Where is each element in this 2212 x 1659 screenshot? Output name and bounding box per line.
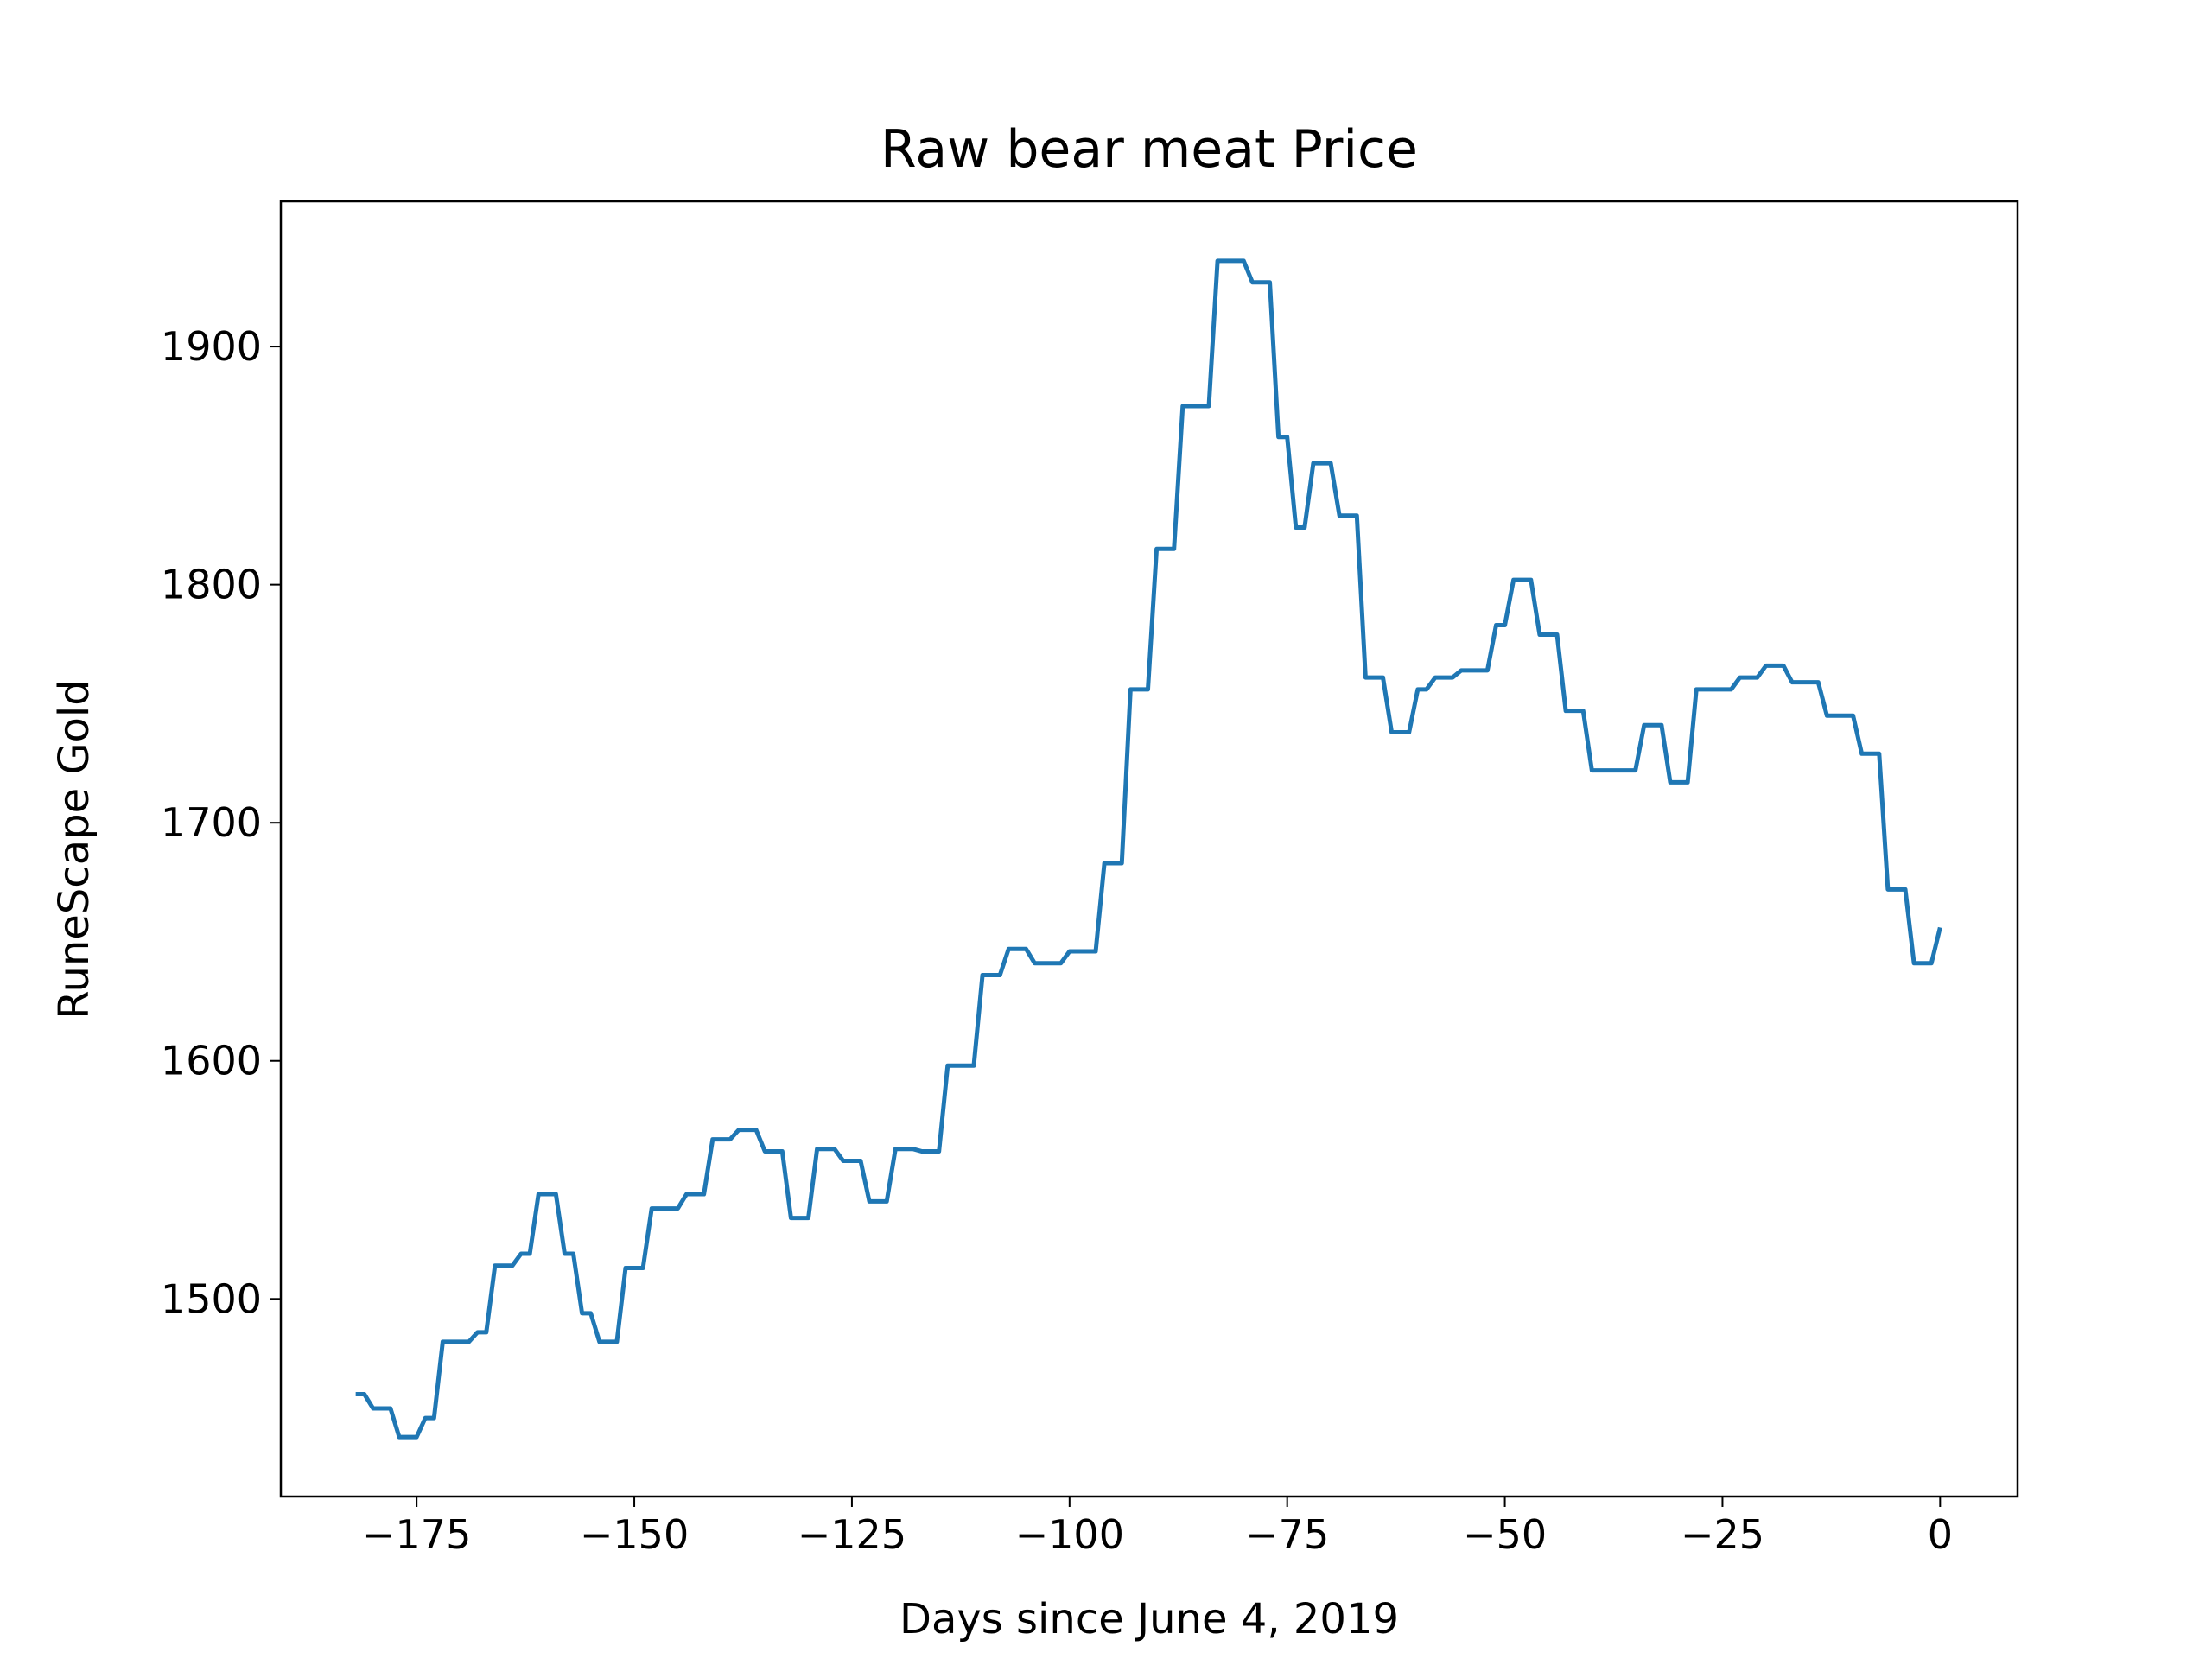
y-tick-label: 1500 — [161, 1275, 262, 1322]
line — [355, 258, 1942, 1440]
chart-title: Raw bear meat Price — [880, 119, 1418, 180]
x-tick-label: −125 — [798, 1511, 906, 1558]
x-tick-label: −150 — [580, 1511, 689, 1558]
y-tick-label: 1800 — [161, 562, 262, 608]
x-tick-label: −75 — [1245, 1511, 1329, 1558]
x-tick-label: 0 — [1928, 1511, 1953, 1558]
y-tick-label: 1700 — [161, 799, 262, 846]
y-tick-label: 1600 — [161, 1038, 262, 1084]
x-tick-label: −100 — [1015, 1511, 1124, 1558]
x-tick-label: −175 — [362, 1511, 471, 1558]
y-tick-label: 1900 — [161, 323, 262, 370]
x-tick-label: −25 — [1681, 1511, 1764, 1558]
x-tick-label: −50 — [1463, 1511, 1547, 1558]
x-axis-label: Days since June 4, 2019 — [899, 1595, 1399, 1643]
y-axis-label: RuneScape Gold — [50, 679, 99, 1019]
plot-frame — [279, 200, 2019, 1498]
